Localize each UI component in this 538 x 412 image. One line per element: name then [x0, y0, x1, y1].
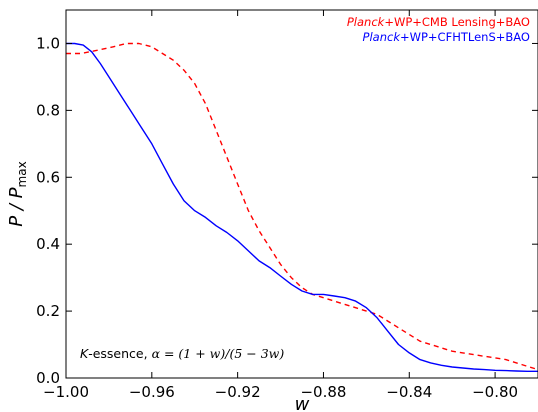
- legend-entry-rest: +WP+CFHTLenS+BAO: [400, 30, 530, 44]
- ticks-layer: −1.00 −0.96 −0.92 −0.88 −0.84 −0.80 0.0 0.2 0.4 0…: [36, 10, 538, 401]
- y-tick-label: 0.2: [36, 302, 60, 320]
- x-axis-label: w: [295, 394, 310, 412]
- y-tick-label: 0.6: [36, 168, 60, 186]
- legend-entry-italic: Planck: [347, 15, 386, 29]
- annotation-prefix-italic: K: [80, 346, 90, 361]
- x-tick-label: −1.00: [43, 383, 89, 401]
- y-axis-label-subscript: max: [15, 161, 29, 187]
- y-tick-label: 0.8: [36, 101, 60, 119]
- legend-entry-italic: Planck: [363, 30, 402, 44]
- annotation-prefix: -essence,: [88, 346, 151, 361]
- annotation-formula: α = (1 + w)/(5 − 3w): [152, 346, 285, 361]
- legend-entry-1: Planck+WP+CMB Lensing+BAO: [347, 15, 530, 29]
- y-tick-label: 0.0: [36, 369, 60, 387]
- series-line-1: [66, 42, 538, 371]
- legend-entry-2: Planck+WP+CFHTLenS+BAO: [363, 30, 530, 44]
- y-axis-label-main: P / P: [6, 187, 27, 226]
- x-tick-label: −0.84: [386, 383, 432, 401]
- series-line-2: [66, 42, 538, 372]
- legend: Planck+WP+CMB Lensing+BAOPlanck+WP+CFHTL…: [347, 15, 530, 44]
- y-tick-label: 1.0: [36, 34, 60, 52]
- x-tick-label: −0.96: [129, 383, 175, 401]
- series-layer: [66, 42, 538, 372]
- legend-entry-rest: +WP+CMB Lensing+BAO: [384, 15, 530, 29]
- y-tick-label: 0.4: [36, 235, 60, 253]
- plot-frame: [65, 9, 538, 379]
- annotation: K-essence, α = (1 + w)/(5 − 3w): [80, 346, 284, 361]
- y-axis-label: P / Pmax: [6, 161, 29, 226]
- x-tick-label: −0.80: [472, 383, 518, 401]
- x-tick-label: −0.88: [300, 383, 346, 401]
- x-tick-label: −0.92: [215, 383, 261, 401]
